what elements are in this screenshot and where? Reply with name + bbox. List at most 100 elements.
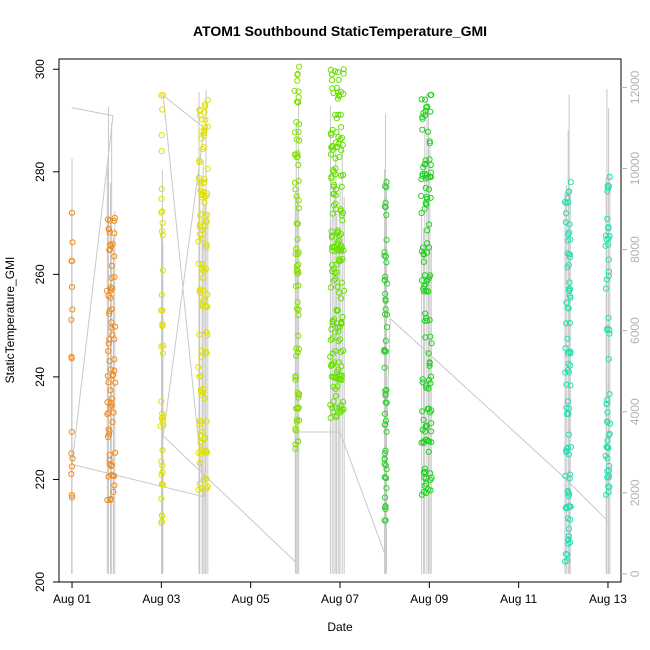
temperature-point <box>295 332 302 339</box>
temperature-point <box>295 88 302 95</box>
temperature-point <box>605 241 612 248</box>
temperature-point <box>565 540 572 547</box>
temperature-point <box>201 101 209 108</box>
temperature-point <box>159 417 166 424</box>
temperature-point <box>111 230 118 237</box>
temperature-point <box>562 210 570 217</box>
temperature-point <box>112 323 119 330</box>
temperature-point <box>200 144 207 151</box>
temperature-point <box>338 183 345 190</box>
temperature-point <box>382 417 389 424</box>
temperature-point <box>197 107 204 114</box>
temperature-point <box>603 401 610 408</box>
temperature-point <box>340 70 347 77</box>
temperature-point <box>382 348 389 355</box>
temperature-point <box>382 421 389 428</box>
temperature-point <box>336 336 344 343</box>
temperature-point <box>566 229 573 236</box>
temperature-point <box>196 331 203 338</box>
temperature-point <box>328 77 336 84</box>
temperature-point <box>159 350 166 357</box>
temperature-point <box>565 492 572 500</box>
x-tick-label: Aug 11 <box>500 592 537 606</box>
temperature-point <box>327 337 334 344</box>
temperature-point <box>337 231 344 238</box>
temperature-point <box>160 413 167 420</box>
temperature-point <box>424 103 431 110</box>
temperature-point <box>198 354 205 361</box>
temperature-point <box>565 199 572 206</box>
temperature-point <box>565 360 572 367</box>
temperature-point <box>159 468 166 476</box>
temperature-point <box>295 282 302 289</box>
temperature-point <box>200 129 207 136</box>
temperature-point <box>111 217 118 224</box>
temperature-point <box>426 360 433 367</box>
temperature-point <box>604 215 611 222</box>
temperature-point <box>112 379 119 386</box>
temperature-point <box>107 284 114 291</box>
temperature-point <box>294 299 301 306</box>
temperature-point <box>567 382 574 389</box>
temperature-point <box>327 353 334 360</box>
temperature-point <box>564 444 572 451</box>
temperature-point <box>112 449 119 456</box>
temperature-point <box>567 236 574 243</box>
temperature-point <box>420 110 427 117</box>
temperature-point <box>105 340 112 347</box>
temperature-point <box>294 98 302 106</box>
temperature-point <box>293 352 300 359</box>
temperature-point <box>338 124 345 131</box>
temperature-point <box>567 350 574 357</box>
x-tick-label: Aug 09 <box>410 592 448 606</box>
temperature-point <box>334 143 341 150</box>
temperature-point <box>329 261 336 269</box>
temperature-point <box>332 404 339 411</box>
temperature-point <box>336 256 343 263</box>
temperature-point <box>602 452 609 460</box>
temperature-point <box>565 261 572 268</box>
temperature-point <box>110 488 117 495</box>
temperature-point <box>104 399 111 406</box>
temperature-point <box>294 416 301 423</box>
temperature-point <box>106 457 113 464</box>
temperature-point <box>330 265 337 272</box>
temperature-point <box>293 305 300 312</box>
temperature-point <box>105 292 112 299</box>
temperature-point <box>295 249 302 256</box>
temperature-point <box>294 267 301 274</box>
temperature-point <box>295 345 303 353</box>
temperature-point <box>202 116 209 123</box>
temperature-point <box>68 355 75 362</box>
temperature-point <box>605 185 612 192</box>
temperature-point <box>381 347 389 354</box>
temperature-point <box>606 431 613 439</box>
temperature-point <box>382 199 389 206</box>
temperature-point <box>195 486 202 493</box>
temperature-point <box>203 241 210 248</box>
temperature-point <box>201 395 208 402</box>
temperature-point <box>562 345 569 352</box>
temperature-point <box>382 183 389 190</box>
temperature-point <box>381 410 389 417</box>
temperature-point <box>203 329 210 336</box>
temperature-point <box>428 373 435 380</box>
temperature-point <box>423 436 430 443</box>
y-axis-title: StaticTemperature_GMI <box>3 257 17 384</box>
temperature-point <box>340 287 348 294</box>
temperature-point <box>203 244 210 251</box>
temperature-point <box>336 153 343 161</box>
temperature-point <box>332 155 339 162</box>
temperature-point <box>332 171 339 178</box>
temperature-point <box>565 348 573 355</box>
temperature-point <box>107 366 114 373</box>
temperature-point <box>295 438 302 445</box>
temperature-point <box>337 207 344 214</box>
temperature-point <box>566 254 574 261</box>
temperature-point <box>204 291 211 298</box>
temperature-point <box>197 286 204 293</box>
temperature-point <box>382 273 389 280</box>
chart-title: ATOM1 Southbound StaticTemperature_GMI <box>193 23 487 39</box>
temperature-point <box>564 410 571 417</box>
